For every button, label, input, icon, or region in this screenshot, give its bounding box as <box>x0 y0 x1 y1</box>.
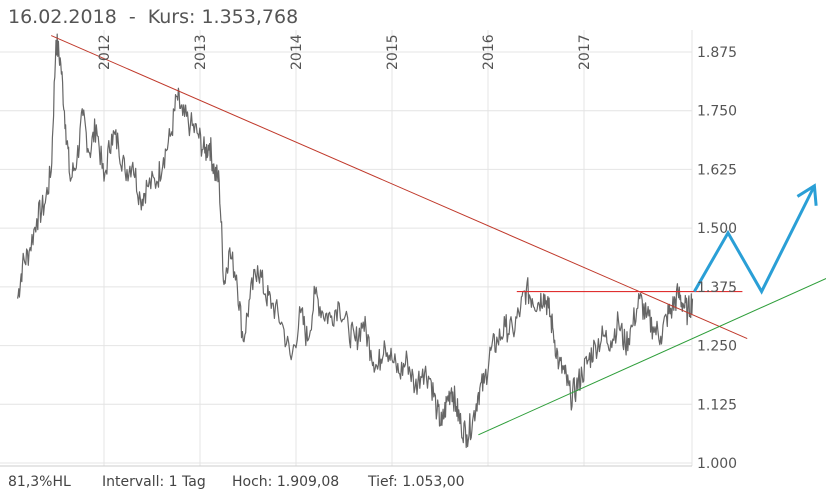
x-tick-label: 2012 <box>97 34 113 70</box>
y-tick-label: 1.875 <box>697 45 737 61</box>
header-kurs-value: 1.353,768 <box>201 6 299 28</box>
chart-header: 16.02.2018 - Kurs: 1.353,768 <box>8 6 298 28</box>
y-tick-label: 1.750 <box>697 104 737 120</box>
x-tick-label: 2015 <box>385 34 401 70</box>
projection-arrowhead <box>796 183 818 206</box>
trend-lines <box>51 35 826 436</box>
support-trendline <box>478 277 826 436</box>
projection-zigzag <box>693 185 816 295</box>
y-tick-label: 1.000 <box>697 456 737 472</box>
price-line <box>17 33 694 449</box>
y-tick-label: 1.500 <box>697 221 737 237</box>
chart-grid <box>0 30 693 467</box>
footer-interval: Intervall: 1 Tag <box>102 474 206 490</box>
x-tick-label: 2014 <box>289 34 305 70</box>
y-tick-label: 1.250 <box>697 339 737 355</box>
x-tick-label: 2016 <box>481 34 497 70</box>
x-tick-label: 2017 <box>577 34 593 70</box>
footer-high: Hoch: 1.909,08 <box>232 474 340 490</box>
resistance-trendline <box>51 35 748 339</box>
footer-low: Tief: 1.053,00 <box>368 474 465 490</box>
x-tick-label: 2013 <box>193 34 209 70</box>
y-tick-label: 1.125 <box>697 397 737 413</box>
price-series <box>17 33 694 449</box>
footer-hl: 81,3%HL <box>8 474 71 490</box>
y-tick-label: 1.375 <box>697 280 737 296</box>
header-kurs-label: Kurs: <box>147 6 196 28</box>
header-separator: - <box>128 6 136 28</box>
y-axis: 1.875 1.750 1.625 1.500 1.375 1.250 1.125 1.000 <box>697 45 737 472</box>
x-axis: 2012 2013 2014 2015 2016 2017 <box>97 34 593 70</box>
header-date: 16.02.2018 <box>8 6 117 28</box>
y-tick-label: 1.625 <box>697 162 737 178</box>
